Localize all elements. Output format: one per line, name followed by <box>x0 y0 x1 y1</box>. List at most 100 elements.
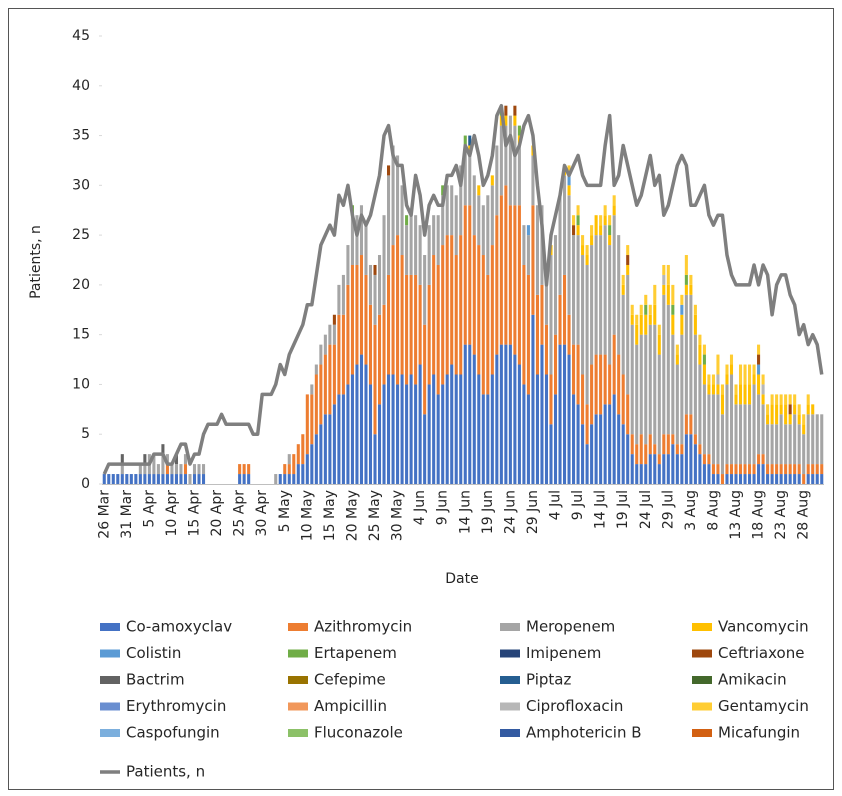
legend-label: Amikacin <box>718 671 787 689</box>
bar-segment <box>138 474 142 484</box>
bar-segment <box>377 404 382 484</box>
bar-segment <box>567 354 571 484</box>
bar-segment <box>355 264 359 365</box>
bar-segment <box>639 334 643 435</box>
bar-segment <box>152 454 156 475</box>
bar-segment <box>459 235 463 375</box>
bar-segment <box>405 215 409 226</box>
bar-segment <box>418 225 422 285</box>
legend-swatch <box>288 623 308 631</box>
bar-segment <box>549 374 553 425</box>
bar-segment <box>675 344 679 355</box>
legend-label: Piptaz <box>526 671 571 689</box>
bar-segment <box>684 274 688 285</box>
bar-segment <box>323 414 327 484</box>
bar-segment <box>341 394 345 484</box>
x-tick-label: 29 Jun <box>525 490 541 534</box>
bar-segment <box>612 205 616 216</box>
bar-segment <box>477 374 481 484</box>
bar-segment <box>662 434 666 455</box>
bar-segment <box>183 454 188 465</box>
bar-segment <box>766 474 770 484</box>
bar-segment <box>648 454 652 484</box>
bar-segment <box>441 195 445 246</box>
bar-segment <box>684 284 688 295</box>
bar-segment <box>359 354 364 484</box>
bar-segment <box>644 444 648 465</box>
y-tick-label: 30 <box>72 177 90 193</box>
bar-segment <box>572 394 576 484</box>
bar-segment <box>134 474 138 484</box>
legend-swatch <box>100 729 120 737</box>
bar-segment <box>793 394 797 405</box>
legend-swatch <box>500 702 520 711</box>
bar-segment <box>558 294 562 345</box>
bar-segment <box>581 424 585 484</box>
bar-segment <box>585 404 589 445</box>
bar-segment <box>526 394 530 484</box>
bar-segment <box>752 464 756 475</box>
bar-segment <box>526 225 530 236</box>
bar-segment <box>414 384 418 484</box>
bar-segment <box>161 454 165 475</box>
bar-segment <box>468 205 472 345</box>
bar-segment <box>639 304 643 315</box>
bar-segment <box>337 284 341 315</box>
bar-segment <box>247 474 251 484</box>
bar-segment <box>752 364 756 375</box>
bar-segment <box>757 454 761 465</box>
bar-segment <box>720 474 725 484</box>
bar-segment <box>183 464 188 475</box>
bar-segment <box>743 464 747 475</box>
bar-segment <box>693 444 697 484</box>
bar-segment <box>495 354 499 484</box>
legend-label: Ampicillin <box>314 697 387 715</box>
bar-segment <box>102 474 106 484</box>
bar-segment <box>757 394 761 455</box>
bar-segment <box>608 215 612 226</box>
bar-segment <box>806 404 810 415</box>
bar-segment <box>581 235 585 246</box>
bar-segment <box>490 185 494 246</box>
bar-segment <box>382 215 386 305</box>
bar-segment <box>540 344 544 484</box>
bar-segment <box>107 474 111 484</box>
legend-swatch <box>500 649 520 658</box>
bar-segment <box>775 424 779 465</box>
bar-segment <box>535 205 539 295</box>
bar-segment <box>693 314 697 335</box>
bar-segment <box>599 414 603 484</box>
bar-segment <box>562 274 567 345</box>
bar-segment <box>806 394 810 405</box>
bar-segment <box>283 464 287 475</box>
bar-segment <box>328 324 332 345</box>
bar-segment <box>535 374 539 484</box>
bar-segment <box>576 225 580 236</box>
legend-swatch <box>500 676 520 684</box>
bar-segment <box>711 384 715 395</box>
bar-segment <box>680 294 684 305</box>
bar-segment <box>621 294 625 375</box>
bar-segment <box>414 274 418 385</box>
legend-label: Azithromycin <box>314 618 412 636</box>
x-tick-label: 31 Mar <box>119 490 135 539</box>
bar-segment <box>671 434 675 445</box>
bar-segment <box>608 404 612 484</box>
bar-segment <box>576 404 580 484</box>
bar-segment <box>174 464 178 475</box>
bar-segment <box>590 245 594 365</box>
x-tick-label: 30 Apr <box>254 490 270 537</box>
bar-segment <box>364 364 368 484</box>
y-tick-label: 25 <box>72 227 90 243</box>
bar-segment <box>788 464 792 475</box>
bar-segment <box>436 264 440 395</box>
bar-segment <box>405 274 409 385</box>
bar-segment <box>711 464 715 475</box>
bar-segment <box>418 284 422 365</box>
bar-segment <box>165 474 169 484</box>
bar-segment <box>481 255 485 395</box>
bar-segment <box>626 245 630 256</box>
bar-segment <box>729 474 734 484</box>
bar-segment <box>531 314 535 484</box>
